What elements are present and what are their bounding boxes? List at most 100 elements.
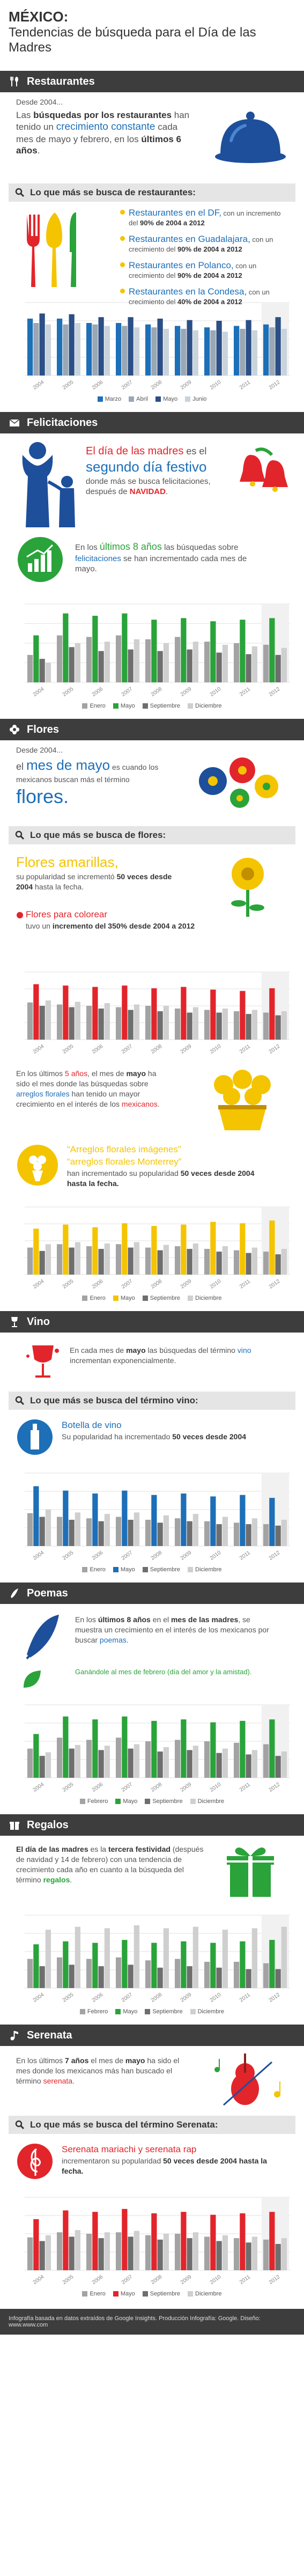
bar bbox=[234, 643, 240, 683]
bar bbox=[275, 317, 281, 376]
legend-item: Mayo bbox=[115, 2008, 137, 2015]
item-percent: 90% de 2004 a 2012 bbox=[139, 219, 205, 227]
bar bbox=[122, 985, 128, 1040]
bar bbox=[275, 655, 281, 683]
bar bbox=[45, 1000, 51, 1040]
bar bbox=[263, 1012, 269, 1040]
legend-label: Febrero bbox=[87, 1798, 108, 1805]
bar bbox=[33, 1228, 39, 1275]
bar bbox=[240, 2213, 246, 2271]
bar bbox=[151, 988, 157, 1040]
bar bbox=[210, 1942, 216, 1989]
bar bbox=[33, 1734, 39, 1778]
bar bbox=[75, 1926, 80, 1989]
leaf-icon bbox=[24, 1670, 41, 1688]
sunflower-icon bbox=[231, 858, 264, 917]
x-tick-label: 2005 bbox=[62, 686, 75, 698]
legend-label: Septiembre bbox=[152, 1798, 183, 1805]
text-bold: 50 veces desde 2004 bbox=[16, 872, 172, 892]
legend-swatch bbox=[129, 396, 135, 402]
bar bbox=[86, 1959, 92, 1989]
flower-icon bbox=[8, 723, 21, 737]
x-tick-label: 2012 bbox=[268, 1278, 281, 1290]
x-tick-label: 2009 bbox=[180, 1992, 193, 2004]
bar bbox=[251, 1750, 257, 1778]
section-title: Regalos bbox=[27, 1819, 69, 1831]
bar bbox=[39, 1756, 45, 1778]
section-title: Restaurantes bbox=[27, 75, 95, 87]
bar bbox=[246, 1014, 251, 1040]
bar bbox=[45, 1930, 51, 1989]
bar bbox=[269, 1719, 275, 1778]
legend-label: Diciembre bbox=[195, 1295, 222, 1302]
text-red: El día de las madres bbox=[86, 445, 184, 458]
bar bbox=[69, 2236, 75, 2271]
legend-swatch bbox=[113, 703, 118, 709]
bar bbox=[145, 639, 151, 683]
text-part: es la bbox=[88, 1845, 108, 1854]
x-tick-label: 2010 bbox=[209, 379, 223, 391]
bar bbox=[216, 1753, 222, 1778]
bar bbox=[116, 1517, 122, 1547]
bar bbox=[57, 1244, 63, 1275]
bar bbox=[181, 2212, 187, 2271]
text-bold: incremento del 350% desde 2004 a 2012 bbox=[52, 922, 195, 931]
chart-legend: Marzo Abril Mayo Junio bbox=[9, 394, 295, 407]
bar bbox=[39, 1251, 45, 1275]
bar bbox=[275, 1756, 281, 1778]
legend-swatch bbox=[145, 1799, 151, 1805]
text-part: es cuando los mexicanos buscan más el té… bbox=[16, 763, 159, 784]
item-percent: 90% de 2004 a 2012 bbox=[177, 271, 242, 280]
bar bbox=[281, 1926, 287, 1989]
x-tick-label: 2005 bbox=[62, 1043, 75, 1055]
poemas-text: En los últimos 8 años en el mes de las m… bbox=[75, 1615, 279, 1645]
x-tick-label: 2012 bbox=[268, 686, 281, 698]
bar bbox=[234, 1742, 240, 1778]
legend-item: Septiembre bbox=[145, 1798, 183, 1805]
bar bbox=[134, 1004, 139, 1040]
bar bbox=[210, 1221, 216, 1275]
x-tick-label: 2005 bbox=[62, 379, 75, 391]
legend-swatch bbox=[185, 396, 191, 402]
bar bbox=[222, 332, 228, 376]
text-part: el bbox=[16, 761, 27, 772]
bar bbox=[128, 1247, 134, 1275]
x-tick-label: 2010 bbox=[209, 686, 223, 698]
bar bbox=[27, 319, 33, 376]
chart-arreglos: 2004 2005 2006 2007 2008 2009 2010 2011 2012 Ene… bbox=[9, 1202, 295, 1306]
infographic-page: MÉXICO: Tendencias de búsqueda para el D… bbox=[0, 9, 304, 2335]
bar bbox=[234, 1962, 240, 1989]
text-red: serenata bbox=[43, 2076, 73, 2085]
bar bbox=[187, 649, 192, 683]
bar bbox=[210, 2214, 216, 2271]
x-tick-label: 2004 bbox=[32, 1782, 46, 1793]
chart-vino: 2004 2005 2006 2007 2008 2009 2010 2011 2012 Ene… bbox=[9, 1468, 295, 1577]
bar bbox=[151, 1721, 157, 1778]
chart-legend: Febrero Mayo Septiembre Diciembre bbox=[9, 1796, 295, 1809]
bar bbox=[281, 329, 287, 376]
section-header-serenata: Serenata bbox=[0, 2025, 304, 2047]
cloche-icon bbox=[215, 112, 286, 164]
bar bbox=[69, 1964, 75, 1989]
x-tick-label: 2004 bbox=[32, 686, 46, 698]
bar bbox=[210, 989, 216, 1040]
item-text: con un crecimiento del bbox=[129, 262, 257, 280]
bar bbox=[145, 1741, 151, 1778]
bar bbox=[216, 1252, 222, 1275]
bar bbox=[63, 1941, 69, 1989]
x-tick-label: 2008 bbox=[150, 686, 164, 698]
bar bbox=[175, 637, 181, 683]
x-tick-label: 2007 bbox=[121, 1278, 134, 1290]
bar bbox=[281, 2238, 287, 2271]
legend-swatch bbox=[188, 2291, 193, 2297]
serenata-detail-text: Serenata mariachi y serenata rap increme… bbox=[62, 2144, 276, 2176]
bar bbox=[192, 642, 198, 683]
legend-item: Mayo bbox=[113, 2291, 135, 2297]
text-part: el mes de bbox=[88, 2056, 125, 2065]
legend-label: Septiembre bbox=[150, 2291, 180, 2298]
legend-swatch bbox=[145, 2009, 151, 2015]
bar bbox=[175, 1246, 181, 1275]
chart-legend: Enero Mayo Septiembre Diciembre bbox=[9, 1293, 295, 1306]
legend-label: Mayo bbox=[123, 1798, 138, 1805]
text-bold: mayo bbox=[126, 1069, 146, 1078]
